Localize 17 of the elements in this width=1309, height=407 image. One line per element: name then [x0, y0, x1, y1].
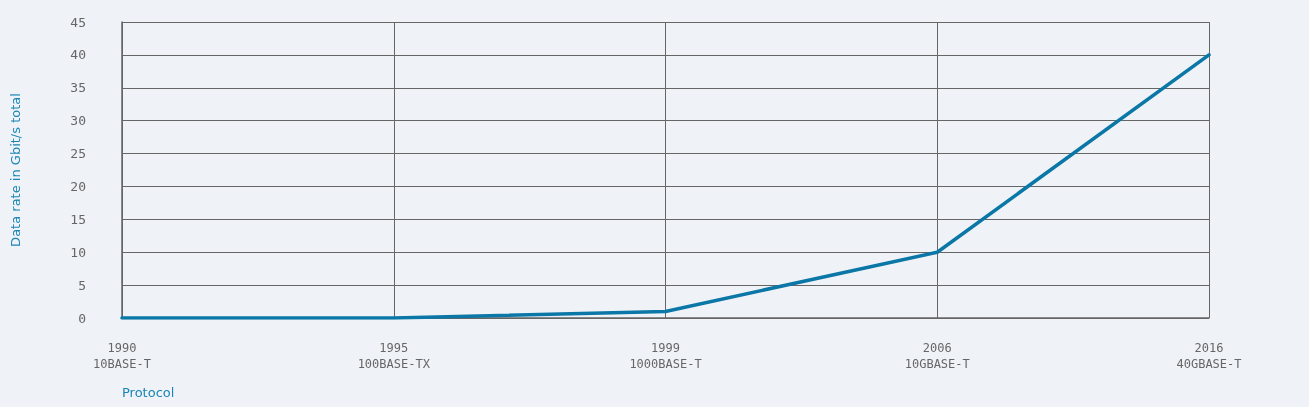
y-tick-label: 25	[70, 146, 86, 162]
y-tick-label: 0	[78, 310, 86, 326]
x-tick-label: 1999 1000BASE-T	[629, 341, 702, 371]
y-tick-label: 35	[70, 80, 86, 96]
x-tick-label: 1995 100BASE-TX	[357, 341, 431, 371]
y-axis-title: Data rate in Gbit/s total	[8, 93, 23, 247]
y-tick-label: 10	[70, 244, 86, 260]
y-tick-label: 15	[70, 211, 86, 227]
y-tick-label: 40	[70, 47, 86, 63]
x-tick-label: 2016 40GBASE-T	[1176, 341, 1242, 371]
y-tick-label: 30	[70, 113, 86, 129]
x-axis-title: Protocol	[122, 385, 175, 400]
x-tick-label: 2006 10GBASE-T	[904, 341, 970, 371]
y-tick-label: 45	[70, 14, 86, 30]
y-tick-label: 20	[70, 178, 86, 194]
y-tick-label: 5	[78, 277, 86, 293]
x-tick-label: 1990 10BASE-T	[93, 341, 151, 371]
